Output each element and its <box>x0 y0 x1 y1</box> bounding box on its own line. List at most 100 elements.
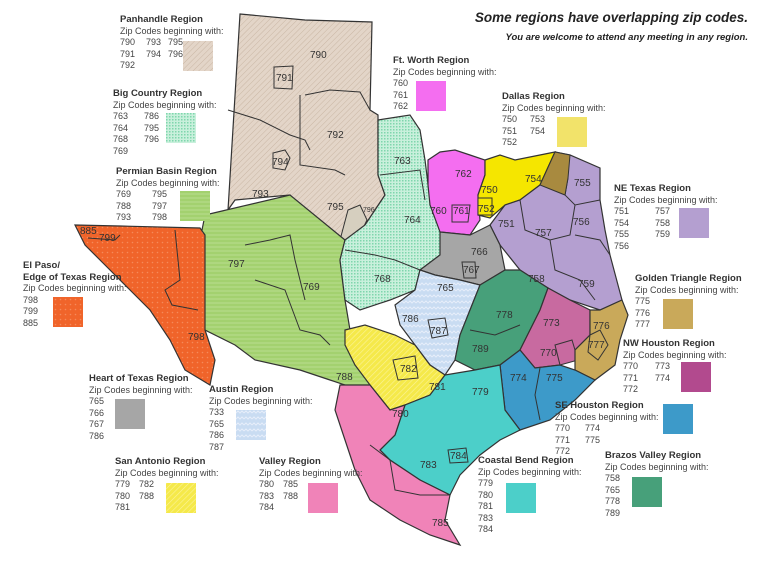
legend-subtitle: Zip Codes beginning with: <box>623 349 727 360</box>
zip-label-792: 792 <box>327 130 344 141</box>
legend-brazos-valley: Brazos Valley Region Zip Codes beginning… <box>605 450 709 519</box>
swatch-big-country <box>166 113 196 143</box>
legend-title: Panhandle Region <box>120 14 203 25</box>
legend-dallas: Dallas Region Zip Codes beginning with: … <box>502 91 606 149</box>
zip-label-885: 885 <box>80 226 97 237</box>
swatch-ft-worth <box>416 81 446 111</box>
legend-subtitle: Zip Codes beginning with: <box>120 25 224 36</box>
swatch-heart-of-texas <box>115 399 145 429</box>
zip-code: 754 <box>614 217 630 228</box>
zip-code: 795 <box>144 122 160 133</box>
legend-coastal-bend: Coastal Bend Region Zip Codes beginning … <box>478 455 582 536</box>
legend-se-houston: SE Houston Region Zip Codes beginning wi… <box>555 400 659 458</box>
zip-code: 765 <box>605 484 621 495</box>
legend-subtitle: Zip Codes beginning with: <box>113 99 217 110</box>
legend-title: Brazos Valley Region <box>605 450 702 461</box>
legend-title: Golden Triangle Region <box>635 273 742 284</box>
zip-label-799: 799 <box>99 233 116 244</box>
zip-label-754: 754 <box>525 174 542 185</box>
zip-code: 780 <box>259 479 275 489</box>
legend-title: Big Country Region <box>113 88 203 99</box>
zip-code: 752 <box>502 137 518 147</box>
legend-subtitle: Zip Codes beginning with: <box>23 283 127 293</box>
zip-code: 796 <box>144 134 160 144</box>
zip-code: 769 <box>116 189 132 199</box>
zip-label-758: 758 <box>528 274 545 285</box>
zip-code: 772 <box>623 384 639 394</box>
legend-subtitle: Zip Codes beginning with: <box>89 384 193 395</box>
zip-label-797: 797 <box>228 259 245 270</box>
zip-code: 781 <box>478 501 494 511</box>
zip-label-755: 755 <box>574 178 591 189</box>
legend-permian-basin: Permian Basin Region Zip Codes beginning… <box>116 166 220 224</box>
zip-label-795: 795 <box>327 202 344 213</box>
legend-title: Edge of Texas Region <box>23 271 122 283</box>
swatch-se-houston <box>663 404 693 434</box>
zip-code: 781 <box>115 502 131 512</box>
legend-ft-worth: Ft. Worth Region Zip Codes beginning wit… <box>393 55 497 113</box>
zip-code: 751 <box>502 125 518 136</box>
zip-code: 780 <box>115 490 131 501</box>
zip-code: 763 <box>113 111 129 121</box>
swatch-nw-houston <box>681 362 711 392</box>
swatch-valley <box>308 483 338 513</box>
zip-label-791: 791 <box>276 73 293 84</box>
legend-subtitle: Zip Codes beginning with: <box>502 102 606 113</box>
legend-heart-of-texas: Heart of Texas Region Zip Codes beginnin… <box>89 373 193 442</box>
zip-label-787: 787 <box>430 326 447 337</box>
zip-code: 772 <box>555 446 571 456</box>
legend-subtitle: Zip Codes beginning with: <box>555 411 659 422</box>
zip-code: 788 <box>116 200 132 211</box>
legend-nw-houston: NW Houston Region Zip Codes beginning wi… <box>623 338 727 396</box>
legend-subtitle: Zip Codes beginning with: <box>614 194 718 205</box>
swatch-el-paso <box>53 297 83 327</box>
zip-code: 779 <box>115 479 131 489</box>
zip-code: 773 <box>655 361 671 371</box>
zip-label-790: 790 <box>310 50 327 61</box>
legend-el-paso: El Paso/ Edge of Texas Region Zip Codes … <box>23 260 127 329</box>
zip-label-764: 764 <box>404 215 421 226</box>
zip-code: 792 <box>120 60 136 70</box>
zip-code: 789 <box>605 507 621 518</box>
zip-code: 798 <box>152 212 168 222</box>
zip-code: 780 <box>478 489 494 500</box>
zip-label-757: 757 <box>535 228 552 239</box>
zip-code: 799 <box>23 306 39 316</box>
legend-subtitle: Zip Codes beginning with: <box>635 284 739 295</box>
legend-title: El Paso/ <box>23 260 60 271</box>
zip-code: 784 <box>259 502 275 512</box>
legend-title: Dallas Region <box>502 91 565 102</box>
zip-code: 790 <box>120 37 136 47</box>
swatch-dallas <box>557 117 587 147</box>
zip-code: 765 <box>209 418 225 429</box>
zip-code: 774 <box>655 372 671 383</box>
zip-code: 770 <box>623 361 639 371</box>
zip-code: 771 <box>555 434 571 445</box>
zip-label-793: 793 <box>252 189 269 200</box>
zip-code: 786 <box>209 430 225 440</box>
zip-label-784: 784 <box>450 451 467 462</box>
zip-code: 762 <box>393 101 409 111</box>
legend-subtitle: Zip Codes beginning with: <box>393 66 497 77</box>
swatch-permian-basin <box>180 191 210 221</box>
zip-label-763: 763 <box>394 156 411 167</box>
zip-code: 782 <box>139 479 155 489</box>
zip-code: 794 <box>146 48 162 59</box>
zip-label-769: 769 <box>303 282 320 293</box>
zip-code: 765 <box>89 396 105 406</box>
swatch-panhandle <box>183 41 213 71</box>
zip-label-756: 756 <box>573 217 590 228</box>
zip-code: 755 <box>614 229 630 239</box>
zip-label-767: 767 <box>463 265 480 276</box>
region-big-country <box>339 114 446 311</box>
zip-code: 764 <box>113 122 129 133</box>
zip-code: 768 <box>113 134 129 144</box>
zip-code: 798 <box>23 294 39 305</box>
zip-label-796: 796 <box>363 207 375 214</box>
legend-austin: Austin Region Zip Codes beginning with: … <box>209 384 313 453</box>
zip-code: 787 <box>209 441 225 452</box>
zip-code: 758 <box>655 217 671 228</box>
zip-label-773: 773 <box>543 318 560 329</box>
swatch-golden-triangle <box>663 299 693 329</box>
